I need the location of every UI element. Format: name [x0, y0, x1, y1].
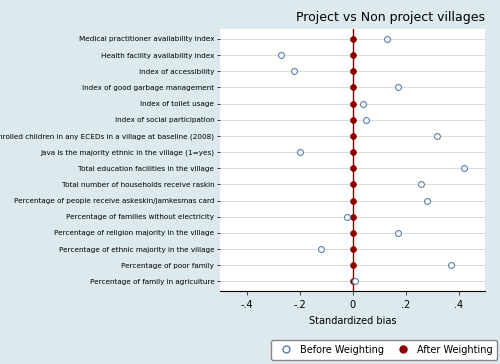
Point: [383, 36, 391, 42]
Point: [348, 198, 356, 203]
X-axis label: Standardized bias: Standardized bias: [309, 316, 396, 326]
Point: [296, 149, 304, 155]
Text: Project vs Non project villages: Project vs Non project villages: [296, 11, 485, 24]
Point: [348, 100, 356, 106]
Legend: Before Weighting, After Weighting: Before Weighting, After Weighting: [272, 340, 497, 360]
Point: [343, 214, 351, 220]
Point: [348, 182, 356, 187]
Point: [348, 133, 356, 139]
Point: [434, 133, 442, 139]
Point: [422, 198, 430, 203]
Point: [362, 117, 370, 123]
Point: [359, 100, 367, 106]
Point: [348, 52, 356, 58]
Point: [348, 117, 356, 123]
Point: [348, 246, 356, 252]
Point: [348, 36, 356, 42]
Point: [348, 278, 356, 284]
Point: [460, 165, 468, 171]
Point: [348, 230, 356, 236]
Point: [418, 182, 426, 187]
Point: [316, 246, 324, 252]
Point: [394, 84, 402, 90]
Point: [348, 149, 356, 155]
Point: [351, 278, 359, 284]
Point: [348, 214, 356, 220]
Point: [348, 262, 356, 268]
Point: [290, 68, 298, 74]
Point: [348, 165, 356, 171]
Point: [348, 84, 356, 90]
Point: [348, 68, 356, 74]
Point: [394, 230, 402, 236]
Point: [277, 52, 285, 58]
Point: [446, 262, 454, 268]
